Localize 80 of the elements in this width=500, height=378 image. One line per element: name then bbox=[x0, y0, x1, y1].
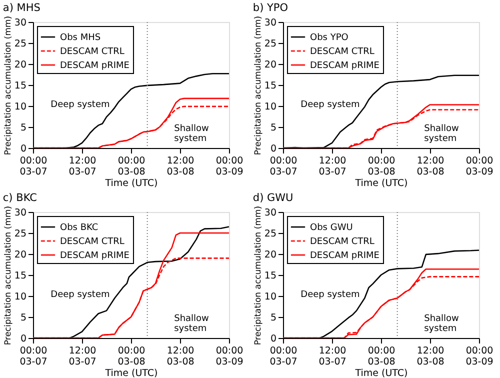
legend-label: Obs YPO bbox=[310, 33, 348, 43]
chart-title: b) YPO bbox=[252, 2, 288, 14]
y-tick-label: 30 bbox=[14, 18, 26, 28]
chart-title: c) BKC bbox=[2, 192, 37, 204]
y-tick-label: 10 bbox=[14, 292, 26, 302]
x-tick-label: 00:00 03-08 bbox=[368, 156, 396, 178]
y-tick-label: 0 bbox=[270, 334, 276, 344]
legend-label: DESCAM CTRL bbox=[310, 237, 374, 247]
x-tick-label: 12:00 03-08 bbox=[166, 156, 194, 178]
x-tick-label: 00:00 03-07 bbox=[20, 346, 48, 368]
y-tick-label: 30 bbox=[264, 18, 276, 28]
x-axis-title: Time (UTC) bbox=[354, 178, 408, 189]
annotation: Deep system bbox=[300, 100, 360, 110]
legend-label: DESCAM CTRL bbox=[60, 237, 124, 247]
y-tick-label: 30 bbox=[14, 208, 26, 218]
annotation: Shallow system bbox=[424, 314, 459, 334]
y-axis-title: Precipitation accumulation (mm) bbox=[3, 16, 14, 156]
y-tick-label: 5 bbox=[270, 122, 276, 134]
x-tick-label: 12:00 03-08 bbox=[416, 156, 444, 178]
x-tick-label: 12:00 03-07 bbox=[68, 346, 96, 368]
x-tick-label: 00:00 03-09 bbox=[216, 346, 244, 368]
annotation: Deep system bbox=[50, 290, 110, 300]
y-tick-label: 20 bbox=[264, 250, 276, 260]
legend-label: DESCAM pRIME bbox=[60, 61, 130, 71]
legend-label: DESCAM CTRL bbox=[310, 47, 374, 57]
x-tick-label: 00:00 03-09 bbox=[466, 346, 494, 368]
annotation: Shallow system bbox=[424, 124, 459, 144]
y-tick-label: 30 bbox=[264, 208, 276, 218]
annotation: Deep system bbox=[50, 100, 110, 110]
x-axis-title: Time (UTC) bbox=[104, 368, 158, 378]
y-tick-label: 0 bbox=[20, 144, 26, 154]
x-tick-label: 00:00 03-08 bbox=[118, 346, 146, 368]
x-tick-label: 12:00 03-08 bbox=[416, 346, 444, 368]
x-tick-label: 12:00 03-08 bbox=[166, 346, 194, 368]
y-tick-label: 25 bbox=[14, 38, 26, 50]
legend-label: DESCAM pRIME bbox=[60, 251, 130, 261]
chart-title: d) GWU bbox=[252, 192, 294, 204]
y-tick-label: 25 bbox=[264, 228, 276, 240]
y-tick-label: 15 bbox=[264, 80, 276, 92]
annotation: Shallow system bbox=[174, 314, 209, 334]
x-axis-title: Time (UTC) bbox=[104, 178, 158, 189]
y-tick-label: 10 bbox=[264, 102, 276, 112]
x-tick-label: 00:00 03-07 bbox=[20, 156, 48, 178]
annotation: Shallow system bbox=[174, 124, 209, 144]
y-tick-label: 20 bbox=[264, 60, 276, 70]
annotation: Deep system bbox=[300, 290, 360, 300]
y-tick-label: 20 bbox=[14, 250, 26, 260]
chart-title: a) MHS bbox=[2, 2, 41, 14]
legend-label: DESCAM CTRL bbox=[60, 47, 124, 57]
y-axis-title: Precipitation accumulation (mm) bbox=[253, 16, 264, 156]
y-axis-title: Precipitation accumulation (mm) bbox=[253, 206, 264, 346]
legend-label: Obs MHS bbox=[60, 33, 101, 43]
y-tick-label: 15 bbox=[14, 80, 26, 92]
y-tick-label: 5 bbox=[270, 312, 276, 324]
y-tick-label: 15 bbox=[264, 270, 276, 282]
legend-label: Obs BKC bbox=[60, 223, 98, 233]
y-tick-label: 25 bbox=[264, 38, 276, 50]
x-tick-label: 00:00 03-09 bbox=[466, 156, 494, 178]
x-tick-label: 00:00 03-09 bbox=[216, 156, 244, 178]
x-tick-label: 12:00 03-07 bbox=[318, 346, 346, 368]
x-tick-label: 00:00 03-07 bbox=[270, 156, 298, 178]
y-tick-label: 20 bbox=[14, 60, 26, 70]
y-tick-label: 5 bbox=[20, 122, 26, 134]
x-tick-label: 00:00 03-07 bbox=[270, 346, 298, 368]
y-tick-label: 0 bbox=[20, 334, 26, 344]
x-tick-label: 12:00 03-07 bbox=[318, 156, 346, 178]
y-tick-label: 10 bbox=[14, 102, 26, 112]
legend-label: DESCAM pRIME bbox=[310, 251, 380, 261]
legend-label: DESCAM pRIME bbox=[310, 61, 380, 71]
y-axis-title: Precipitation accumulation (mm) bbox=[3, 206, 14, 346]
y-tick-label: 0 bbox=[270, 144, 276, 154]
y-tick-label: 25 bbox=[14, 228, 26, 240]
x-axis-title: Time (UTC) bbox=[354, 368, 408, 378]
x-tick-label: 12:00 03-07 bbox=[68, 156, 96, 178]
y-tick-label: 5 bbox=[20, 312, 26, 324]
legend-label: Obs GWU bbox=[310, 223, 353, 233]
x-tick-label: 00:00 03-08 bbox=[118, 156, 146, 178]
y-tick-label: 10 bbox=[264, 292, 276, 302]
x-tick-label: 00:00 03-08 bbox=[368, 346, 396, 368]
y-tick-label: 15 bbox=[14, 270, 26, 282]
